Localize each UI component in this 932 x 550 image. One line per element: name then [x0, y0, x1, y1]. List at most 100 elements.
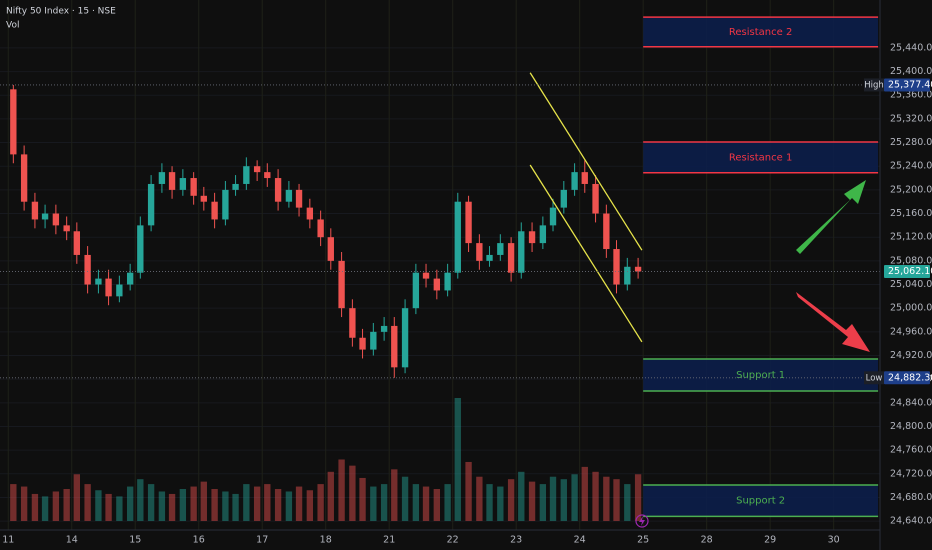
- price-label-box: [884, 264, 930, 278]
- volume-bar: [306, 490, 314, 521]
- candle-body: [359, 337, 366, 350]
- up-arrow: [796, 180, 866, 254]
- candle-body: [433, 278, 440, 291]
- volume-bar: [454, 398, 461, 521]
- volume-bar: [211, 489, 218, 521]
- volume-bar: [147, 484, 155, 521]
- volume-bar: [422, 486, 430, 521]
- volume-bar: [560, 479, 567, 521]
- x-tick-label: 17: [256, 535, 268, 546]
- volume-bar: [412, 484, 420, 521]
- candle-body: [306, 207, 314, 220]
- candle-body: [232, 183, 239, 190]
- price-name-box: [864, 371, 884, 385]
- candle-body: [41, 213, 49, 220]
- volume-bar: [285, 491, 293, 521]
- volume-bar: [179, 489, 187, 521]
- zone-box: [643, 17, 879, 47]
- candle-body: [31, 201, 39, 220]
- zone-box: [643, 141, 879, 173]
- candle-body: [422, 272, 430, 279]
- price-label: 24,882.30: [888, 372, 932, 383]
- x-tick-label: 15: [129, 535, 141, 546]
- y-tick-label: 24,920.00: [890, 350, 932, 361]
- x-tick-label: 25: [637, 535, 649, 546]
- volume-bar: [95, 490, 102, 521]
- candle-body: [338, 260, 345, 309]
- y-tick-label: 24,840.00: [890, 397, 932, 408]
- candle-body: [327, 237, 334, 261]
- zone-box: [643, 359, 879, 391]
- x-tick-label: 23: [510, 535, 522, 546]
- candles-layer: [10, 84, 642, 378]
- chart-title: Nifty 50 Index · 15 · NSE: [6, 7, 116, 17]
- candle-body: [73, 231, 80, 255]
- volume-bar: [52, 491, 60, 521]
- y-tick-label: 24,800.00: [890, 421, 932, 432]
- volume-bar: [549, 476, 557, 521]
- y-tick-label: 25,360.00: [890, 90, 932, 101]
- volume-bar: [338, 459, 345, 521]
- volume-bar: [613, 479, 620, 521]
- x-tick-label: 30: [828, 535, 840, 546]
- candle-body: [179, 178, 187, 190]
- trend-line: [529, 72, 643, 251]
- y-tick-label: 25,120.00: [890, 232, 932, 243]
- volume-bar: [137, 479, 144, 521]
- volume-bar: [105, 493, 112, 521]
- x-tick-label: 18: [320, 535, 332, 546]
- candle-body: [126, 272, 134, 285]
- candle-body: [581, 172, 588, 184]
- y-tick-label: 25,240.00: [890, 161, 932, 172]
- volume-bar: [317, 484, 324, 521]
- candle-body: [465, 201, 472, 244]
- volume-bar: [634, 474, 642, 521]
- zone-label: Support 1: [736, 370, 785, 381]
- y-tick-label: 25,280.00: [890, 137, 932, 148]
- volume-bar: [539, 484, 547, 521]
- volume-bar: [476, 476, 483, 521]
- volume-bar: [190, 486, 197, 521]
- alert-icon-bolt: [639, 516, 645, 526]
- x-tick-label: 22: [447, 535, 459, 546]
- y-tick-label: 24,960.00: [890, 326, 932, 337]
- x-tick-label: 21: [383, 535, 395, 546]
- candle-body: [285, 189, 293, 202]
- y-tick-label: 24,720.00: [890, 468, 932, 479]
- price-name-box: [864, 78, 884, 92]
- x-tick-label: 29: [764, 535, 776, 546]
- zone-label: Support 2: [736, 496, 785, 507]
- x-tick-label: 28: [701, 535, 713, 546]
- candle-body: [528, 231, 536, 244]
- candle-body: [486, 254, 493, 261]
- candle-body: [349, 308, 356, 338]
- volume-bar: [222, 491, 229, 521]
- candle-body: [211, 201, 218, 220]
- volume-bar: [41, 496, 49, 521]
- volume-bar: [624, 484, 631, 521]
- candle-body: [603, 213, 610, 250]
- volume-bar: [274, 489, 282, 521]
- price-name: Low: [866, 373, 883, 383]
- candle-body: [560, 189, 567, 208]
- candle-body: [380, 325, 388, 332]
- axis-layer: 25,440.00 25,400.00 25,360.00 25,320.00 25,2…: [2, 42, 932, 545]
- y-tick-label: 25,160.00: [890, 208, 932, 219]
- volume-bar: [497, 486, 504, 521]
- candle-body: [158, 172, 166, 184]
- zones-layer: Resistance 2 Resistance 1 Support 1 Support…: [643, 16, 879, 518]
- candle-body: [613, 249, 620, 285]
- zone-label: Resistance 2: [729, 27, 792, 38]
- candle-body: [200, 195, 207, 202]
- candle-body: [317, 219, 324, 238]
- volume-bar: [401, 476, 409, 521]
- price-name: High: [864, 80, 884, 90]
- volume-bar: [349, 465, 356, 521]
- x-tick-label: 14: [66, 535, 78, 546]
- candle-body: [401, 308, 409, 368]
- candle-body: [137, 225, 144, 273]
- alert-icon[interactable]: [635, 514, 649, 528]
- volume-bar: [243, 484, 250, 521]
- candle-body: [518, 231, 525, 273]
